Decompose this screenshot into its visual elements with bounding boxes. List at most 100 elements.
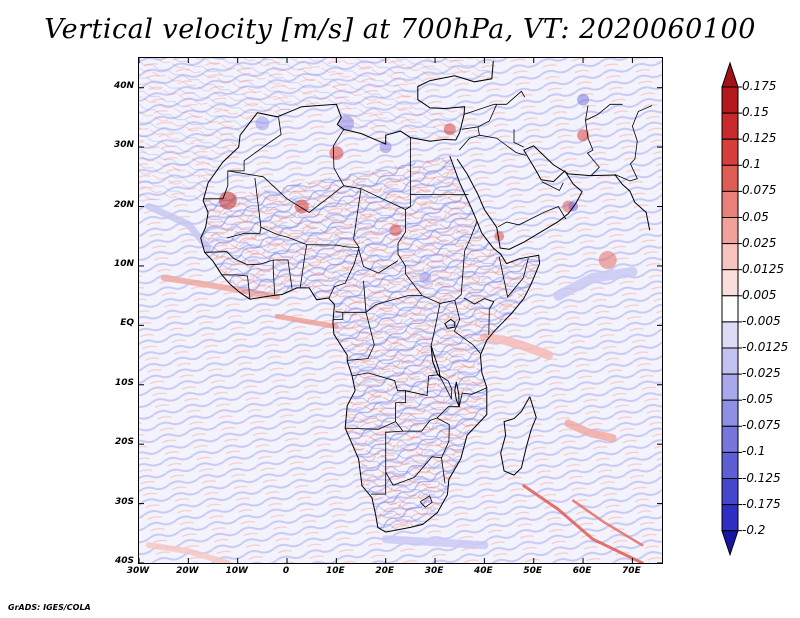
velocity-cell-7 xyxy=(577,129,590,142)
land-texture-africa-detail xyxy=(200,156,540,533)
country-border-36 xyxy=(513,129,524,148)
x-tick-label: 40E xyxy=(474,566,493,576)
coastline-mediterranean xyxy=(202,60,494,201)
country-border-21 xyxy=(463,297,495,335)
velocity-map xyxy=(139,58,662,563)
colorbar-level-label: -0.1 xyxy=(742,444,766,459)
country-border-7 xyxy=(260,188,362,248)
x-tick-label: 30W xyxy=(126,566,150,576)
country-border-15 xyxy=(335,311,366,313)
x-tick-label: 20W xyxy=(176,566,199,576)
colorbar-level-label: -0.075 xyxy=(742,418,781,433)
country-border-24 xyxy=(395,417,438,432)
colorbar-level-label: 0.1 xyxy=(742,157,762,172)
country-border-9 xyxy=(204,251,293,289)
feature-band-5 xyxy=(571,499,644,547)
colorbar-segment xyxy=(721,321,739,349)
x-tick-label: 0 xyxy=(282,566,290,576)
colorbar-segment xyxy=(721,112,739,140)
velocity-cell-0 xyxy=(443,123,456,136)
colorbar-level-label: 0.125 xyxy=(742,131,777,146)
colorbar-level-label: -0.125 xyxy=(742,470,781,485)
country-border-19 xyxy=(405,303,453,400)
colorbar-segment xyxy=(721,243,739,271)
x-tick-label: 30E xyxy=(424,566,444,576)
colorbar-segment xyxy=(721,478,739,506)
lake-outline-0 xyxy=(444,318,456,329)
x-tick-label: 50E xyxy=(523,566,543,576)
colorbar-segment xyxy=(721,504,739,532)
map-panel xyxy=(138,57,663,564)
figure-title: Vertical velocity [m/s] at 700hPa, VT: 2… xyxy=(44,14,756,45)
colorbar-segment xyxy=(721,164,739,192)
x-tick-label: 10W xyxy=(225,566,248,576)
country-border-20 xyxy=(453,300,481,354)
velocity-cell-12 xyxy=(255,116,270,131)
colorbar-segment xyxy=(721,269,739,297)
colorbar-bottom-arrow xyxy=(721,530,739,557)
y-tick-label: 40S xyxy=(114,556,134,566)
country-border-34 xyxy=(541,181,564,192)
velocity-cell-4 xyxy=(389,224,402,237)
country-border-14 xyxy=(363,280,423,314)
colorbar-level-label: -0.025 xyxy=(742,366,781,381)
colorbar-level-label: -0.175 xyxy=(742,496,781,511)
colorbar-level-label: -0.005 xyxy=(742,313,781,328)
feature-band-2 xyxy=(479,332,553,360)
feature-band-6 xyxy=(145,542,231,563)
colorbar-segment xyxy=(721,217,739,245)
velocity-cell-8 xyxy=(598,251,617,269)
y-tick-label: 30N xyxy=(113,140,134,151)
x-tick-label: 60E xyxy=(572,566,592,576)
country-border-33 xyxy=(498,205,567,228)
y-tick-label: 10S xyxy=(114,377,134,388)
country-border-31 xyxy=(458,126,480,151)
feature-band-1 xyxy=(274,313,339,329)
country-border-30 xyxy=(461,104,498,130)
country-border-32 xyxy=(479,134,526,156)
velocity-cell-13 xyxy=(419,271,432,284)
country-border-39 xyxy=(585,103,623,121)
country-border-4 xyxy=(343,137,411,210)
colorbar-segment xyxy=(721,86,739,114)
country-border-17 xyxy=(347,312,375,361)
country-border-25 xyxy=(385,456,442,486)
country-border-29 xyxy=(463,103,507,115)
coastline-africa xyxy=(200,155,541,533)
colorbar-level-label: -0.0125 xyxy=(742,340,789,354)
country-border-13 xyxy=(358,248,399,274)
colorbar-segment xyxy=(721,425,739,453)
y-tick-label: 30S xyxy=(114,496,134,507)
y-tick-label: 20S xyxy=(114,437,134,448)
colorbar-segment xyxy=(721,451,739,479)
velocity-cell-2 xyxy=(218,191,237,210)
country-border-38 xyxy=(614,105,653,182)
y-tick-label: 10N xyxy=(113,258,134,269)
colorbar-level-label: 0.0125 xyxy=(742,261,784,276)
feature-band-7 xyxy=(381,535,489,550)
colorbar-level-label: 0.025 xyxy=(742,235,777,250)
colorbar-segment xyxy=(721,347,739,375)
velocity-cell-1 xyxy=(329,146,344,161)
country-border-28 xyxy=(419,495,433,508)
colorbar-level-label: 0.175 xyxy=(742,79,777,93)
velocity-cell-10 xyxy=(379,141,392,154)
country-border-16 xyxy=(333,312,344,320)
colorbar-segment xyxy=(721,373,739,401)
colorbar-level-label: 0.005 xyxy=(742,287,777,302)
y-tick-label: EQ xyxy=(120,318,134,329)
feature-band-4 xyxy=(522,484,644,563)
y-tick-label: 40N xyxy=(113,80,134,91)
colorbar-top-arrow xyxy=(721,61,739,88)
country-border-10 xyxy=(272,260,276,295)
colorbar-level-label: 0.15 xyxy=(742,105,769,120)
country-border-27 xyxy=(370,472,387,495)
velocity-cell-5 xyxy=(494,231,505,242)
x-tick-label: 10E xyxy=(326,566,345,576)
country-border-1 xyxy=(203,160,245,200)
country-border-2 xyxy=(227,129,345,213)
x-tick-label: 70E xyxy=(622,566,641,576)
land-texture-north xyxy=(139,58,507,201)
country-border-22 xyxy=(498,256,529,298)
country-border-3 xyxy=(226,177,262,239)
